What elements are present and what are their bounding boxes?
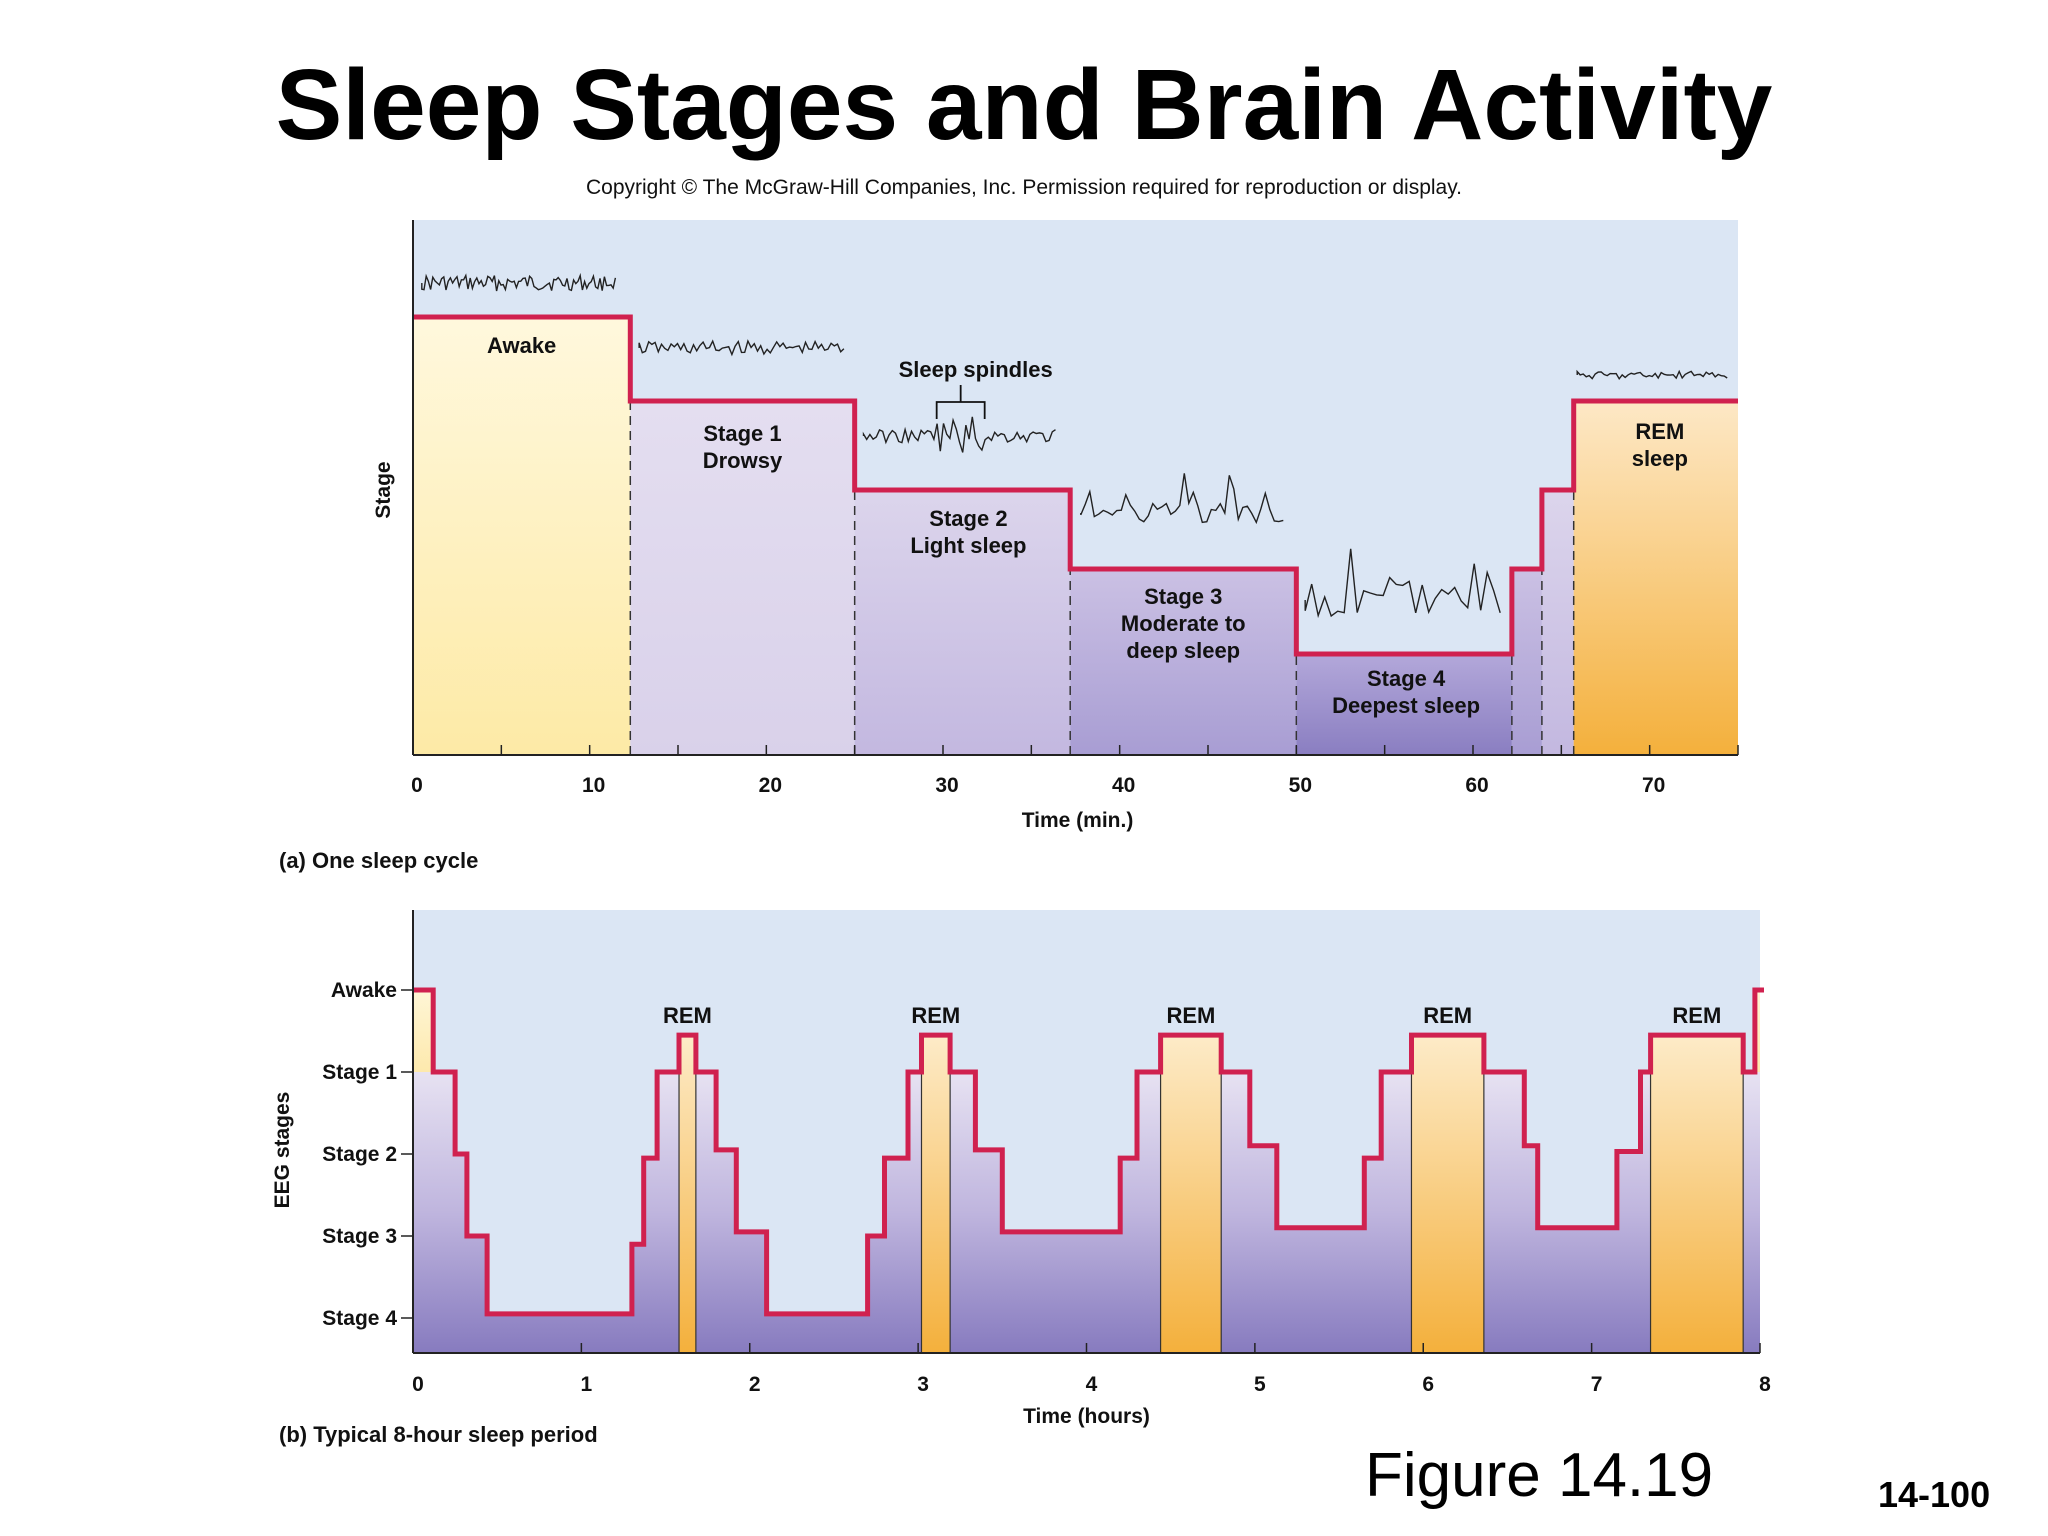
x-tick-label: 0 xyxy=(412,1373,424,1396)
stage-label: Drowsy xyxy=(703,448,783,473)
rem-bar-4 xyxy=(1649,1034,1744,1354)
copyright-notice: Copyright © The McGraw-Hill Companies, I… xyxy=(585,176,1463,199)
x-tick-label: 30 xyxy=(935,774,958,797)
stage-label: REM xyxy=(1635,419,1684,444)
stage-area-7 xyxy=(1573,401,1738,755)
stage-label: Stage 2 xyxy=(929,506,1007,531)
stage-area-1 xyxy=(630,401,855,755)
caption-a: (a) One sleep cycle xyxy=(279,848,479,873)
figure-label: Figure 14.19 xyxy=(1365,1441,1714,1510)
y-tick-label: Stage 2 xyxy=(322,1143,397,1166)
rem-label-4: REM xyxy=(1672,1003,1721,1028)
y-tick-label: Stage 3 xyxy=(322,1225,397,1248)
stage-label: Deepest sleep xyxy=(1332,693,1480,718)
spindle-bracket xyxy=(935,385,986,419)
rem-bar-2 xyxy=(1159,1034,1222,1354)
stage-area-2 xyxy=(854,490,1071,755)
y-tick-label: Awake xyxy=(331,979,397,1002)
y-tick-label: Stage 4 xyxy=(322,1307,397,1330)
stage-label: deep sleep xyxy=(1126,638,1240,663)
hypnogram-line xyxy=(413,987,1764,1317)
stage-label: Light sleep xyxy=(910,533,1026,558)
rem-bar-0 xyxy=(678,1034,697,1354)
rem-bar-3 xyxy=(1410,1034,1485,1354)
slide-title: Sleep Stages and Brain Activity xyxy=(275,49,1773,161)
eeg-trace-stage-1 xyxy=(638,339,845,357)
x-tick-label: 3 xyxy=(917,1373,929,1396)
x-tick-label: 5 xyxy=(1254,1373,1266,1396)
stage-area-3 xyxy=(1070,569,1297,755)
eeg-trace-rem xyxy=(1576,369,1728,381)
x-axis-label: Time (hours) xyxy=(1023,1405,1150,1428)
x-tick-label: 8 xyxy=(1759,1373,1771,1396)
rem-label-0: REM xyxy=(663,1003,712,1028)
sleep-period-chart: REM REM REM REM REM 0 1 2 3 4 5 6 7 8 Time (hours) Awak… xyxy=(271,910,1771,1428)
sleep-cycle-chart: 0 10 20 30 40 50 60 70 Time (min.) Stage Awake Stag… xyxy=(372,220,1739,832)
x-tick-label: 1 xyxy=(581,1373,593,1396)
stage-area-6 xyxy=(1541,490,1574,755)
stage-area-0 xyxy=(413,317,631,755)
stage-label: Moderate to xyxy=(1121,611,1246,636)
stage-label: sleep xyxy=(1632,446,1688,471)
eeg-trace-stage-3 xyxy=(1080,473,1284,525)
sleep-spindles-label: Sleep spindles xyxy=(899,357,1053,382)
x-tick-label: 70 xyxy=(1642,774,1665,797)
x-tick-label: 20 xyxy=(759,774,782,797)
stage-label: Stage 3 xyxy=(1144,584,1222,609)
slide-number: 14-100 xyxy=(1878,1474,1991,1515)
caption-b: (b) Typical 8-hour sleep period xyxy=(279,1422,598,1447)
x-tick-label: 60 xyxy=(1465,774,1488,797)
stage-label: Stage 4 xyxy=(1367,666,1446,691)
awake-fill-1 xyxy=(1754,990,1760,1072)
eeg-trace-stage-2 xyxy=(862,416,1056,453)
y-axis-label: EEG stages xyxy=(271,1092,294,1209)
x-tick-label: 7 xyxy=(1591,1373,1603,1396)
eeg-trace-awake xyxy=(421,272,617,292)
stage-label: Awake xyxy=(487,333,556,358)
x-tick-label: 6 xyxy=(1422,1373,1434,1396)
x-axis-label: Time (min.) xyxy=(1022,809,1134,832)
x-tick-label: 10 xyxy=(582,774,605,797)
stage-area-5 xyxy=(1511,569,1542,755)
rem-label-3: REM xyxy=(1423,1003,1472,1028)
y-axis-label: Stage xyxy=(372,461,395,518)
rem-label-1: REM xyxy=(911,1003,960,1028)
stage-label: Stage 1 xyxy=(703,421,781,446)
rem-label-2: REM xyxy=(1166,1003,1215,1028)
x-tick-label: 4 xyxy=(1086,1373,1098,1396)
hypnogram-line xyxy=(413,314,1738,657)
x-tick-label: 40 xyxy=(1112,774,1135,797)
y-tick-label: Stage 1 xyxy=(322,1061,397,1084)
x-tick-label: 2 xyxy=(749,1373,761,1396)
eeg-trace-stage-4 xyxy=(1304,548,1501,619)
x-tick-label: 50 xyxy=(1289,774,1312,797)
awake-fill-0 xyxy=(413,990,434,1072)
rem-bar-1 xyxy=(920,1034,951,1354)
x-tick-label: 0 xyxy=(411,774,423,797)
stage-area-4 xyxy=(1296,654,1512,755)
